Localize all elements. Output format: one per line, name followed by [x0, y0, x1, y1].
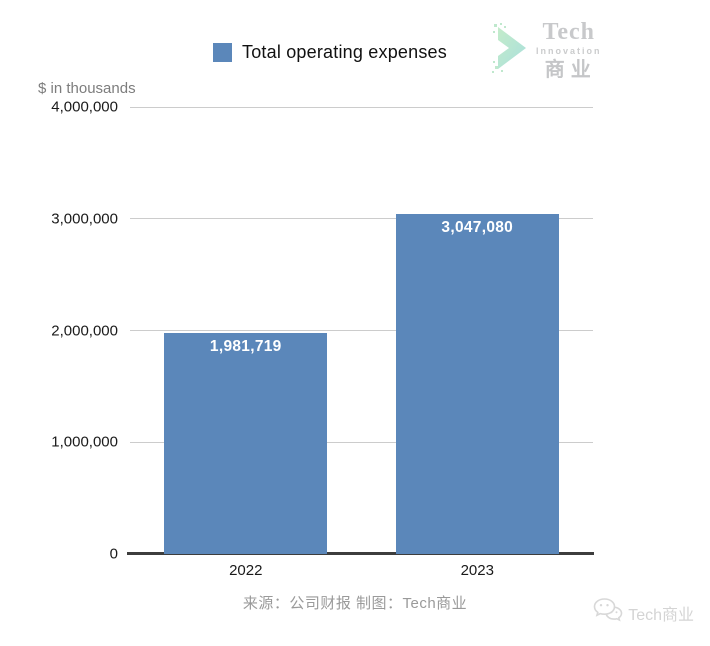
gridline [130, 441, 593, 443]
logo-name: Tech [542, 19, 595, 45]
y-tick-label: 4,000,000 [51, 98, 118, 116]
y-tick-label: 3,000,000 [51, 210, 118, 228]
watermark-label: Tech商业 [628, 606, 694, 624]
chart-legend: Total operating expenses [213, 42, 447, 63]
bar-2022: 1,981,719 [164, 332, 328, 554]
axis-units-label: $ in thousands [38, 80, 136, 97]
gridline [130, 106, 593, 108]
x-tick-label: 2022 [229, 562, 263, 579]
gridline [130, 330, 593, 331]
chevron-right-icon [492, 22, 530, 79]
x-axis-line [127, 552, 594, 555]
legend-label: Total operating expenses [242, 42, 447, 62]
tech-logo-text: Tech Innovation 商业 [536, 20, 602, 80]
y-tick-label: 0 [109, 545, 118, 563]
logo-subtitle: Innovation [536, 46, 602, 56]
bar-2023: 3,047,080 [395, 213, 559, 554]
source-caption: 来源：公司财报 制图：Tech商业 [242, 595, 468, 612]
y-axis-labels: 0 1,000,000 2,000,000 3,000,000 4,000,000 [0, 99, 118, 563]
y-tick-label: 1,000,000 [51, 433, 118, 451]
y-tick-label: 2,000,000 [51, 322, 118, 339]
gridline [130, 218, 593, 220]
wechat-icon [593, 597, 623, 628]
watermark: Tech商业 [593, 597, 694, 628]
bar-value-label: 1,981,719 [209, 337, 282, 355]
bar-value-label: 3,047,080 [441, 218, 514, 236]
legend-swatch [213, 43, 232, 62]
x-tick-label: 2023 [460, 562, 494, 579]
logo-chinese-name: 商业 [544, 59, 597, 81]
plot-area: 1,981,719 3,047,080 [127, 106, 594, 555]
tech-logo: Tech Innovation 商业 [492, 20, 602, 80]
x-axis-labels: 2022 2023 [130, 562, 593, 582]
